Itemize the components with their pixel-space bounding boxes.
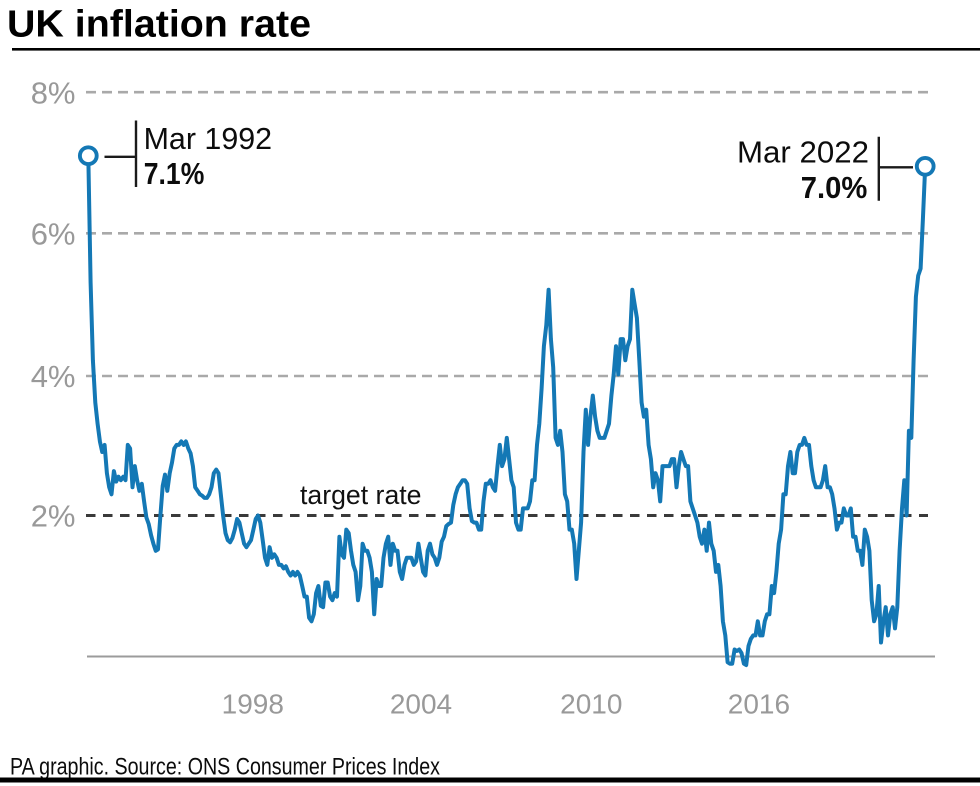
svg-text:6%: 6% [31, 216, 76, 251]
svg-text:target rate: target rate [300, 480, 422, 510]
svg-text:7.1%: 7.1% [144, 156, 205, 191]
svg-text:8%: 8% [31, 75, 76, 110]
svg-text:2016: 2016 [728, 689, 790, 720]
svg-text:2004: 2004 [390, 689, 452, 720]
svg-text:4%: 4% [31, 359, 76, 394]
svg-text:1998: 1998 [222, 689, 284, 720]
svg-text:Mar 1992: Mar 1992 [144, 121, 273, 156]
svg-text:2010: 2010 [560, 689, 622, 720]
svg-text:PA graphic. Source: ONS Consum: PA graphic. Source: ONS Consumer Prices … [10, 754, 440, 781]
svg-text:Mar 2022: Mar 2022 [737, 134, 869, 169]
svg-text:2%: 2% [31, 499, 76, 534]
svg-text:7.0%: 7.0% [801, 170, 868, 205]
svg-text:UK inflation rate: UK inflation rate [7, 4, 311, 46]
